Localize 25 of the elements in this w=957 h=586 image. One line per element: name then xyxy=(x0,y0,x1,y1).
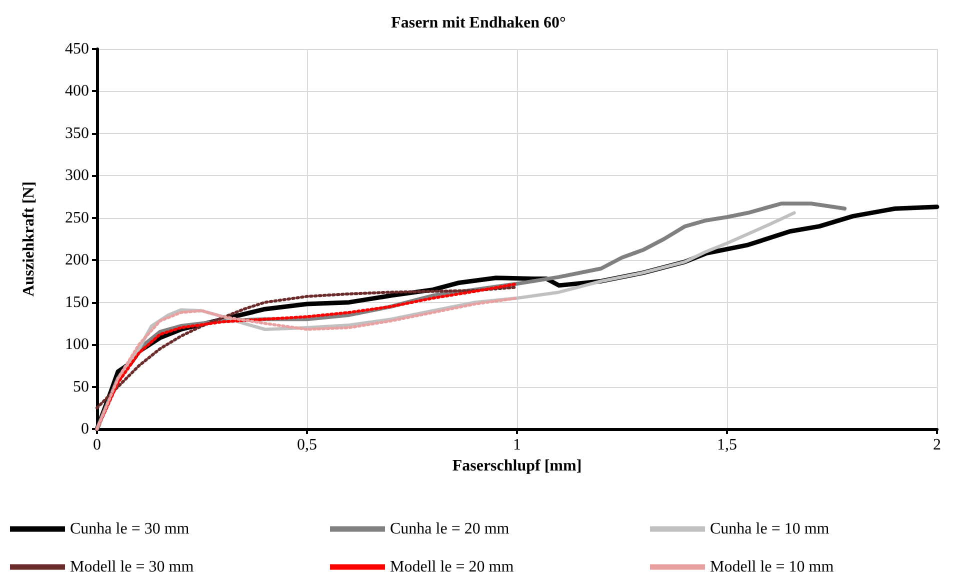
y-tick-label: 250 xyxy=(65,209,89,226)
y-tick-label: 350 xyxy=(65,124,89,142)
x-tick-label: 2 xyxy=(933,436,941,454)
y-tick-label: 100 xyxy=(65,336,89,354)
x-axis-title: Faserschlupf [mm] xyxy=(452,457,582,474)
y-tick-label: 400 xyxy=(65,82,89,100)
y-tick-label: 300 xyxy=(65,167,89,184)
y-tick-label: 150 xyxy=(65,294,89,311)
legend-label: Cunha le = 20 mm xyxy=(390,520,510,538)
x-tick-label: 1,5 xyxy=(717,436,737,454)
y-axis-title: Ausziehkraft [N] xyxy=(20,181,38,297)
x-tick-label: 0,5 xyxy=(297,436,317,454)
y-tick-label: 0 xyxy=(81,420,89,438)
legend-label: Cunha le = 30 mm xyxy=(70,520,190,538)
chart-title: Fasern mit Endhaken 60° xyxy=(391,14,566,32)
legend-label: Modell le = 30 mm xyxy=(70,558,194,576)
line-series xyxy=(96,286,518,410)
legend-label: Cunha le = 10 mm xyxy=(710,520,830,538)
legend-label: Modell le = 20 mm xyxy=(390,558,514,576)
y-tick-label: 50 xyxy=(73,378,89,396)
x-tick-label: 0 xyxy=(93,436,101,454)
legend-label: Modell le = 10 mm xyxy=(710,558,834,576)
x-tick-label: 1 xyxy=(513,436,521,454)
y-tick-label: 200 xyxy=(65,252,89,269)
y-tick-label: 450 xyxy=(65,40,89,58)
